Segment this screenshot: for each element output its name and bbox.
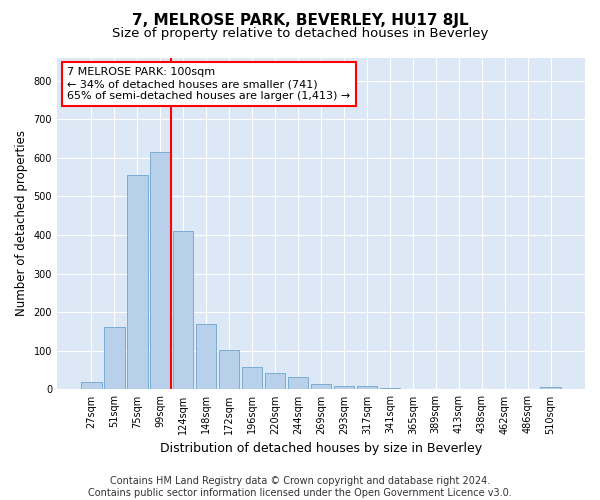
Bar: [150, 152, 170, 390]
Bar: [356, 386, 377, 390]
X-axis label: Distribution of detached houses by size in Beverley: Distribution of detached houses by size …: [160, 442, 482, 455]
Bar: [265, 373, 286, 390]
Bar: [403, 388, 423, 390]
Text: Contains HM Land Registry data © Crown copyright and database right 2024.
Contai: Contains HM Land Registry data © Crown c…: [88, 476, 512, 498]
Bar: [81, 382, 101, 390]
Bar: [196, 324, 217, 390]
Bar: [127, 175, 148, 390]
Text: 7, MELROSE PARK, BEVERLEY, HU17 8JL: 7, MELROSE PARK, BEVERLEY, HU17 8JL: [131, 12, 469, 28]
Y-axis label: Number of detached properties: Number of detached properties: [15, 130, 28, 316]
Bar: [334, 386, 354, 390]
Bar: [287, 377, 308, 390]
Bar: [104, 326, 125, 390]
Bar: [541, 386, 561, 390]
Text: 7 MELROSE PARK: 100sqm
← 34% of detached houses are smaller (741)
65% of semi-de: 7 MELROSE PARK: 100sqm ← 34% of detached…: [67, 68, 351, 100]
Bar: [380, 388, 400, 390]
Bar: [219, 350, 239, 390]
Text: Size of property relative to detached houses in Beverley: Size of property relative to detached ho…: [112, 28, 488, 40]
Bar: [311, 384, 331, 390]
Bar: [173, 231, 193, 390]
Bar: [242, 368, 262, 390]
